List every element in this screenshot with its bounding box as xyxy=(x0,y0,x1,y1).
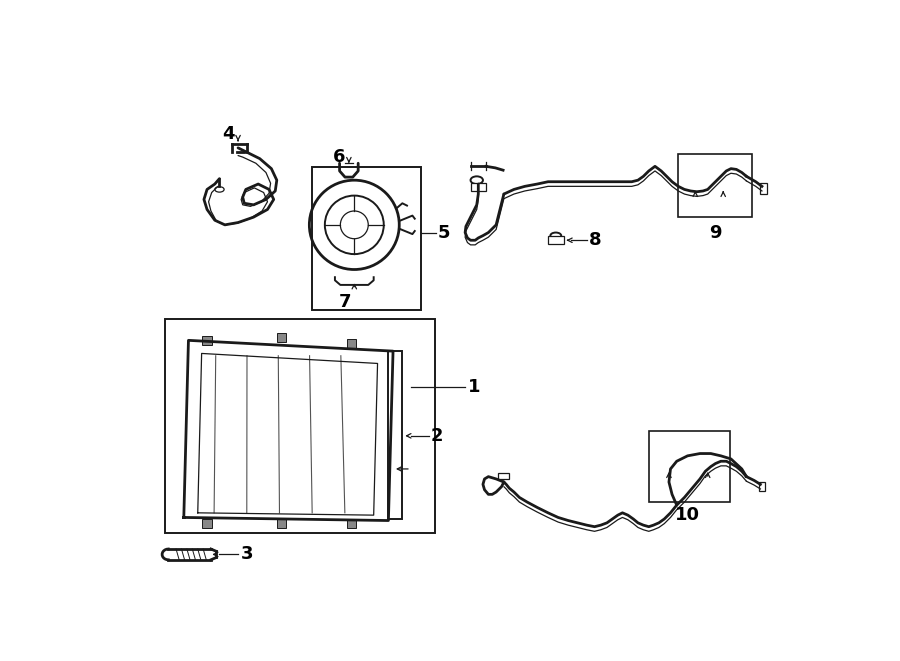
Text: 10: 10 xyxy=(675,506,700,524)
Ellipse shape xyxy=(215,187,224,192)
Bar xyxy=(760,183,767,194)
Text: 6: 6 xyxy=(332,148,345,166)
Bar xyxy=(388,351,401,519)
Text: 1: 1 xyxy=(467,377,480,395)
Text: 4: 4 xyxy=(222,125,235,143)
Bar xyxy=(166,319,435,533)
Bar xyxy=(202,336,211,345)
Ellipse shape xyxy=(471,176,483,184)
Text: 5: 5 xyxy=(438,223,451,241)
Ellipse shape xyxy=(551,233,562,239)
Bar xyxy=(346,339,356,348)
Text: 7: 7 xyxy=(338,293,351,311)
Bar xyxy=(277,332,286,342)
Bar xyxy=(346,519,356,528)
Bar xyxy=(312,167,421,309)
Bar xyxy=(548,237,563,244)
Bar xyxy=(471,183,486,191)
Bar xyxy=(499,473,509,479)
Text: 2: 2 xyxy=(430,427,443,445)
Text: 3: 3 xyxy=(240,545,253,563)
Bar xyxy=(277,519,286,528)
Text: 8: 8 xyxy=(590,231,602,249)
Bar xyxy=(679,154,752,217)
Bar xyxy=(649,431,730,502)
Text: 9: 9 xyxy=(709,223,722,241)
Bar xyxy=(202,519,211,528)
Bar xyxy=(759,482,765,491)
